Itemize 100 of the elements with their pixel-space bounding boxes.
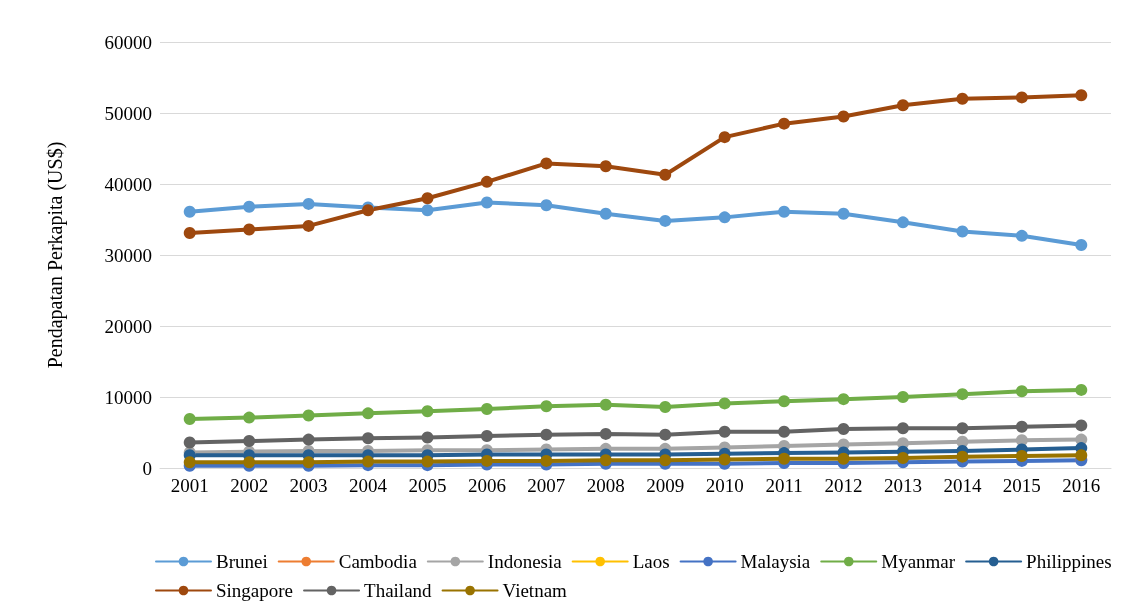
legend-label: Singapore [216, 580, 294, 601]
point [362, 407, 375, 420]
point [243, 223, 256, 236]
point [778, 452, 791, 465]
point [362, 455, 375, 468]
x-tick-label: 2008 [586, 475, 625, 496]
legend-label: Cambodia [338, 551, 418, 572]
point [540, 157, 553, 170]
point [956, 450, 969, 463]
legend-label: Philippines [1026, 551, 1112, 572]
point [480, 403, 493, 416]
point [1015, 420, 1028, 433]
y-axis-title: Pendapatan Perkapita (US$) [44, 141, 67, 369]
point [718, 453, 731, 466]
x-tick-label: 2004 [349, 475, 388, 496]
point [778, 395, 791, 408]
x-tick-label: 2001 [170, 475, 209, 496]
point [421, 431, 434, 444]
point [1015, 385, 1028, 398]
x-tick-label: 2002 [230, 475, 269, 496]
point [480, 175, 493, 188]
y-tick-label: 20000 [104, 315, 152, 337]
point [540, 428, 553, 441]
point [1075, 419, 1088, 432]
point [599, 207, 612, 220]
point [1075, 449, 1088, 462]
point [718, 425, 731, 438]
legend-label: Laos [632, 551, 670, 572]
point [421, 455, 434, 468]
legend-label: Myanmar [881, 551, 956, 572]
x-tick-label: 2014 [943, 475, 982, 496]
point [480, 196, 493, 209]
y-tick-label: 30000 [104, 244, 152, 266]
point [599, 427, 612, 440]
x-tick-label: 2010 [705, 475, 744, 496]
point [302, 219, 315, 232]
point [718, 131, 731, 144]
y-tick-label: 10000 [104, 386, 152, 408]
point [837, 207, 850, 220]
point [1015, 91, 1028, 104]
x-tick-label: 2007 [527, 475, 566, 496]
legend-label: Vietnam [502, 580, 568, 601]
x-tick-label: 2011 [765, 475, 803, 496]
point [896, 391, 909, 403]
legend-label: Brunei [216, 551, 268, 572]
point [599, 398, 612, 411]
point [896, 216, 909, 229]
point [778, 117, 791, 130]
legend-label: Thailand [364, 580, 433, 601]
x-tick-label: 2005 [408, 475, 447, 496]
point [540, 199, 553, 212]
point [421, 192, 434, 205]
y-tick-label: 50000 [104, 102, 152, 124]
point [896, 452, 909, 465]
point [480, 430, 493, 443]
point [243, 200, 256, 213]
point [421, 204, 434, 217]
x-tick-label: 2016 [1062, 475, 1101, 496]
point [837, 110, 850, 123]
point [659, 400, 672, 413]
point [956, 388, 969, 401]
point [956, 422, 969, 435]
point [896, 99, 909, 112]
point [183, 226, 196, 239]
point [1015, 229, 1028, 242]
point [837, 422, 850, 435]
legend-label: Indonesia [487, 551, 563, 572]
point [1075, 239, 1088, 252]
y-tick-label: 40000 [104, 173, 152, 195]
x-tick-label: 2006 [467, 475, 506, 496]
point [183, 436, 196, 449]
x-tick-label: 2003 [289, 475, 328, 496]
point [778, 205, 791, 218]
point [1075, 89, 1088, 102]
point [1015, 449, 1028, 462]
point [956, 225, 969, 238]
point [421, 405, 434, 418]
point [718, 211, 731, 224]
point [362, 432, 375, 445]
point [243, 411, 256, 424]
point [540, 454, 553, 467]
point [599, 160, 612, 173]
point [778, 425, 791, 438]
point [183, 205, 196, 218]
point [243, 435, 256, 448]
point [896, 422, 909, 435]
point [540, 400, 553, 413]
x-tick-label: 2009 [646, 475, 685, 496]
point [659, 428, 672, 441]
point [837, 393, 850, 406]
point [302, 197, 315, 210]
x-tick-label: 2013 [883, 475, 922, 496]
point [956, 92, 969, 105]
point [302, 409, 315, 422]
point [183, 413, 196, 426]
y-tick-label: 0 [142, 457, 152, 479]
point [659, 214, 672, 227]
point [480, 454, 493, 467]
legend-label: Malaysia [740, 551, 811, 572]
x-tick-label: 2015 [1002, 475, 1041, 496]
